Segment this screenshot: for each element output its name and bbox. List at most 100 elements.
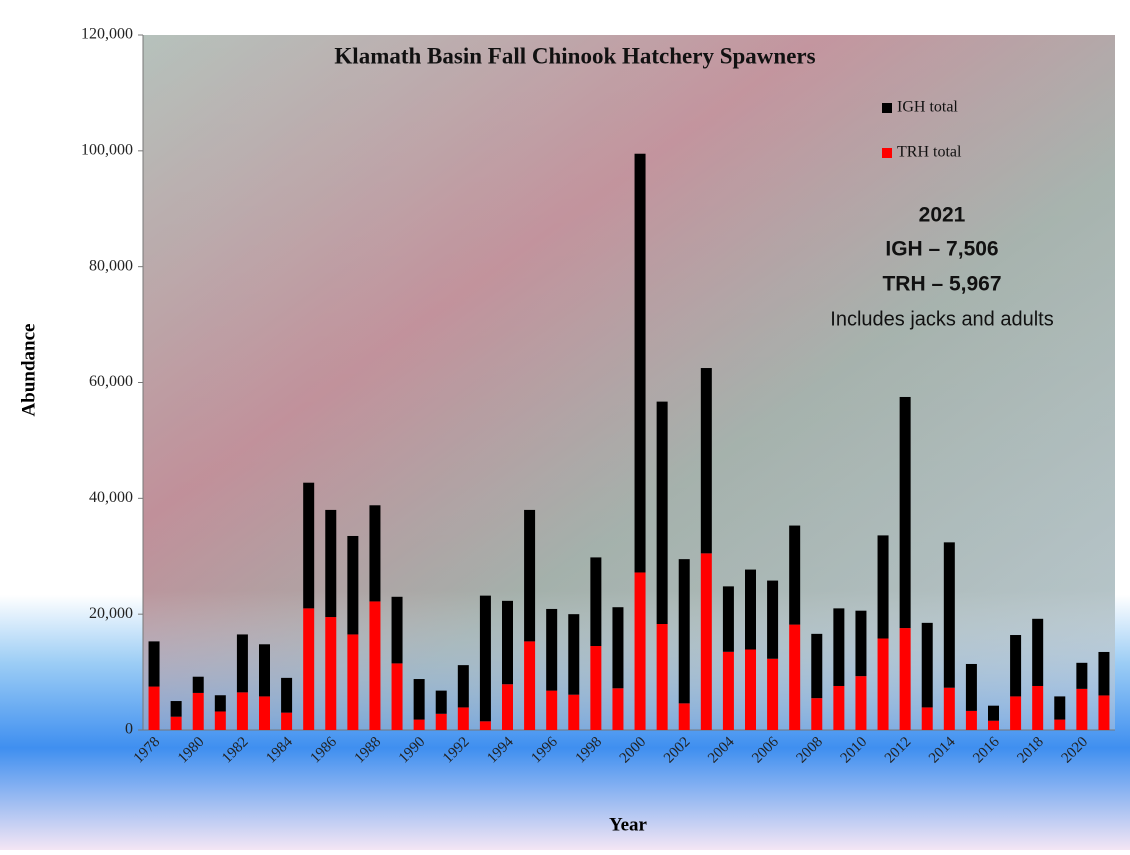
bar-segment (303, 482, 315, 609)
bar-segment (236, 692, 248, 730)
bar-segment (479, 595, 491, 722)
bar-segment (325, 617, 337, 730)
bar-segment (700, 553, 712, 730)
bar-segment (1010, 696, 1022, 730)
x-axis-label: Year (609, 814, 648, 835)
bar-segment (435, 713, 447, 730)
bar-segment (678, 559, 690, 704)
bar-segment (214, 711, 226, 730)
bar-segment (303, 608, 315, 730)
bar-segment (413, 679, 425, 720)
y-tick-label: 60,000 (89, 373, 133, 390)
legend-swatch (882, 148, 892, 158)
bar-segment (833, 685, 845, 730)
bar-segment (722, 651, 734, 730)
bar-segment (745, 569, 756, 650)
bar-segment (1054, 719, 1066, 730)
bar-segment (236, 634, 248, 693)
bar-segment (479, 721, 491, 730)
bar-segment (943, 542, 955, 688)
bar-segment (767, 658, 779, 730)
bar-segment (833, 608, 845, 686)
bar-segment (590, 557, 602, 647)
annotation-line: 2021 (919, 204, 966, 227)
bar-segment (855, 610, 867, 677)
y-tick-label: 120,000 (81, 26, 133, 43)
bar-segment (811, 698, 823, 730)
bar-segment (170, 701, 182, 717)
bar-segment (1010, 635, 1022, 697)
bar-segment (148, 686, 160, 730)
bar-segment (965, 710, 977, 730)
bar-segment (413, 719, 425, 730)
bar-segment (281, 712, 293, 730)
y-tick-label: 100,000 (81, 142, 133, 159)
bar-segment (943, 687, 955, 730)
bar-segment (259, 696, 270, 730)
bar-segment (745, 649, 756, 730)
bar-segment (524, 641, 536, 730)
bar-segment (590, 646, 602, 730)
bar-segment (170, 716, 182, 730)
bar-segment (391, 663, 403, 730)
bar-segment (435, 690, 447, 714)
bar-segment (612, 688, 624, 730)
bar-segment (656, 401, 668, 625)
chart-title: Klamath Basin Fall Chinook Hatchery Spaw… (334, 43, 815, 68)
bar-segment (347, 634, 359, 730)
bar-segment (546, 608, 558, 691)
y-tick-label: 80,000 (89, 257, 133, 274)
bar-segment (877, 638, 889, 730)
bar-segment (634, 572, 646, 730)
bar-segment (192, 676, 204, 693)
bar-segment (899, 628, 911, 730)
bar-segment (259, 644, 270, 697)
bar-segment (502, 684, 513, 730)
bar-segment (789, 624, 801, 730)
bar-segment (722, 586, 734, 652)
bar-segment (192, 692, 204, 730)
bar-segment (988, 705, 999, 721)
bar-segment (988, 720, 999, 730)
bar-segment (457, 665, 469, 708)
y-tick-label: 40,000 (89, 489, 133, 506)
bar-segment (1032, 618, 1044, 686)
bar-segment (457, 707, 469, 730)
bar-segment (612, 607, 624, 689)
bar-segment (656, 624, 668, 730)
legend-label: TRH total (897, 144, 962, 161)
y-axis-label: Abundance (18, 324, 39, 417)
annotation: 2021 IGH – 7,506 TRH – 5,967 Includes ja… (830, 204, 1053, 331)
bar-segment (502, 600, 513, 685)
bar-segment (391, 596, 403, 664)
bar-segment (568, 694, 580, 730)
bar-segment (789, 525, 801, 625)
bar-segment (678, 703, 690, 730)
annotation-line: Includes jacks and adults (830, 308, 1053, 330)
bar-segment (214, 695, 226, 712)
bar-segment (369, 505, 381, 602)
bar-segment (1098, 695, 1110, 730)
annotation-line: TRH – 5,967 (882, 273, 1001, 296)
y-tick-label: 0 (125, 721, 133, 738)
bar-segment (921, 622, 933, 708)
bar-segment (921, 707, 933, 730)
bar-segment (325, 509, 337, 618)
bar-segment (148, 641, 160, 687)
bar-segment (899, 396, 911, 629)
bar-segment (568, 614, 580, 695)
bar-segment (965, 663, 977, 711)
legend-swatch (882, 103, 892, 113)
bar-segment (347, 535, 359, 635)
bar-segment (634, 153, 646, 573)
bar-segment (767, 580, 779, 659)
bar-segment (811, 633, 823, 699)
bar-segment (369, 601, 381, 730)
legend-label: IGH total (897, 99, 958, 116)
y-tick-label: 20,000 (89, 605, 133, 622)
annotation-line: IGH – 7,506 (885, 238, 998, 261)
bar-segment (546, 690, 558, 730)
bar-segment (877, 535, 889, 639)
plot-overlay (143, 35, 1115, 730)
bar-segment (1054, 696, 1066, 720)
